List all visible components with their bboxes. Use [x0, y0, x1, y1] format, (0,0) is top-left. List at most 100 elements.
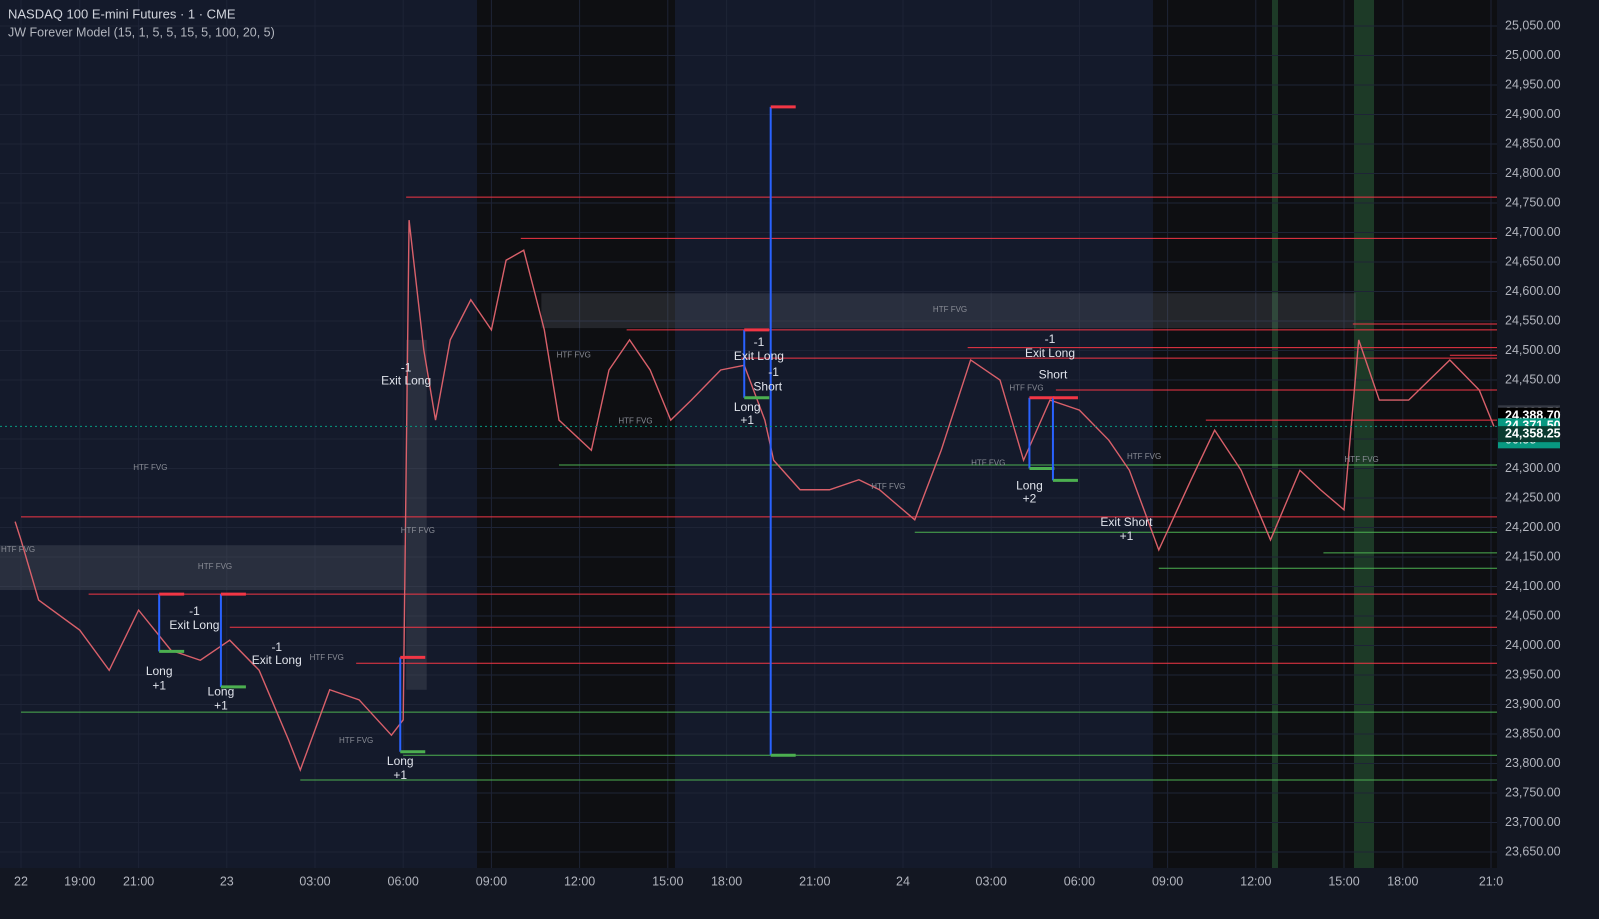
y-tick-label: 23,800.00	[1505, 756, 1561, 770]
y-tick-label: 24,800.00	[1505, 166, 1561, 180]
fvg-label: HTF FVG	[933, 305, 967, 314]
fvg-label: HTF FVG	[339, 736, 373, 745]
y-tick-label: 24,150.00	[1505, 549, 1561, 563]
x-tick-label: 15:00	[1328, 874, 1359, 888]
y-tick-label: 24,500.00	[1505, 343, 1561, 357]
y-tick-label: 24,850.00	[1505, 136, 1561, 150]
x-tick-label: 24	[896, 874, 910, 888]
grid	[0, 0, 1497, 868]
y-tick-label: 24,200.00	[1505, 520, 1561, 534]
y-tick-label: 23,650.00	[1505, 844, 1561, 858]
fvg-label: HTF FVG	[1009, 383, 1043, 392]
x-tick-label: 18:00	[1387, 874, 1418, 888]
price-tag-label: 24,358.25	[1505, 426, 1561, 440]
trade-label: -1	[189, 604, 200, 618]
fvg-label: HTF FVG	[1127, 452, 1161, 461]
x-tick-label: 19:00	[64, 874, 95, 888]
x-tick-label: 18:00	[711, 874, 742, 888]
y-tick-label: 23,900.00	[1505, 697, 1561, 711]
y-tick-label: 23,700.00	[1505, 815, 1561, 829]
session-shade	[477, 0, 675, 868]
price-line	[14, 220, 1495, 772]
trade-label: Long	[146, 664, 173, 678]
fvg-label: HTF FVG	[133, 463, 167, 472]
fvg-zone	[541, 293, 1356, 329]
x-tick-label: 22	[14, 874, 28, 888]
highlight-band	[1272, 0, 1278, 868]
y-tick-label: 24,700.00	[1505, 225, 1561, 239]
x-tick-label: 12:00	[1240, 874, 1271, 888]
fvg-zone	[406, 339, 427, 690]
x-tick-label: 09:00	[476, 874, 507, 888]
y-tick-label: 24,600.00	[1505, 284, 1561, 298]
trade-label: Exit Long	[1025, 346, 1075, 360]
indicator-name: JW Forever Model (15, 1, 5, 5, 15, 5, 10…	[8, 25, 275, 39]
trade-label: Exit Long	[169, 618, 219, 632]
trade-label: -1	[271, 640, 282, 654]
x-tick-label: 03:00	[299, 874, 330, 888]
x-tick-label: 09:00	[1152, 874, 1183, 888]
fvg-label: HTF FVG	[401, 526, 435, 535]
fvg-label: HTF FVG	[971, 458, 1005, 467]
fvg-label: HTF FVG	[198, 562, 232, 571]
price-axis	[1497, 0, 1599, 914]
trade-label: +1	[214, 698, 228, 712]
price-tag	[1498, 426, 1560, 443]
trade-label: -1	[754, 335, 765, 349]
x-tick-label: 06:00	[1064, 874, 1095, 888]
trade-label: -1	[401, 360, 412, 374]
x-tick-label: 15:00	[652, 874, 683, 888]
y-tick-label: 23,750.00	[1505, 785, 1561, 799]
y-tick-label: 24,750.00	[1505, 195, 1561, 209]
y-tick-label: 23,850.00	[1505, 726, 1561, 740]
y-tick-label: 24,250.00	[1505, 490, 1561, 504]
y-tick-label: 24,450.00	[1505, 372, 1561, 386]
trade-label: Short	[753, 379, 782, 393]
fvg-zone	[0, 545, 407, 591]
y-tick-label: 24,000.00	[1505, 638, 1561, 652]
x-tick-label: 12:00	[564, 874, 595, 888]
fvg-label: HTF FVG	[1345, 455, 1379, 464]
trade-label: Exit Long	[734, 349, 784, 363]
trade-label: Exit Long	[381, 373, 431, 387]
fvg-label: HTF FVG	[310, 653, 344, 662]
trade-label: +2	[1023, 491, 1037, 505]
axes: 23,650.00 23,700.00 23,750.00 23,800.00 23,8…	[14, 18, 1561, 888]
trade-label: Long	[734, 400, 761, 414]
trade-label: +1	[393, 768, 407, 782]
x-tick-label: 03:00	[976, 874, 1007, 888]
trade-label: +1	[740, 413, 754, 427]
y-tick-label: 24,550.00	[1505, 313, 1561, 327]
y-tick-label: 24,650.00	[1505, 254, 1561, 268]
trade-label: Long	[387, 754, 414, 768]
x-tick-label: 21:00	[123, 874, 154, 888]
trade-label: Exit Short	[1100, 515, 1153, 529]
y-tick-label: 25,050.00	[1505, 18, 1561, 32]
x-tick-label: 06:00	[388, 874, 419, 888]
highlight-band	[1354, 0, 1374, 868]
chart-title: NASDAQ 100 E-mini Futures · 1 · CME	[8, 6, 236, 21]
session-shade	[1153, 0, 1497, 868]
trade-label: Exit Long	[252, 653, 302, 667]
x-tick-label: 23	[220, 874, 234, 888]
y-tick-label: 23,950.00	[1505, 667, 1561, 681]
x-tick-label: 21:0	[1479, 874, 1503, 888]
y-tick-label: 25,000.00	[1505, 48, 1561, 62]
y-tick-label: 24,950.00	[1505, 77, 1561, 91]
y-tick-label: 24,900.00	[1505, 107, 1561, 121]
plot: HTF FVG HTF FVG HTF FVG HTF FVG HTF FVG HTF F…	[0, 105, 1497, 782]
trade-label: -1	[768, 365, 779, 379]
trade-label: Long	[1016, 478, 1043, 492]
trade-label: +1	[1120, 529, 1134, 543]
time-axis	[0, 868, 1497, 914]
trade-label: Long	[208, 684, 235, 698]
y-tick-label: 24,100.00	[1505, 579, 1561, 593]
trade-label: Short	[1039, 367, 1068, 381]
fvg-label: HTF FVG	[557, 350, 591, 359]
y-tick-label: 24,300.00	[1505, 461, 1561, 475]
x-tick-label: 21:00	[799, 874, 830, 888]
trade-label: -1	[1045, 332, 1056, 346]
fvg-label: HTF FVG	[1, 545, 35, 554]
